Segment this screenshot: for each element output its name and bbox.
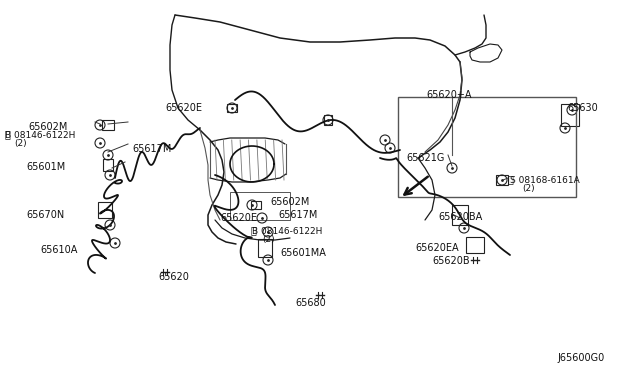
Text: 65630: 65630	[567, 103, 598, 113]
Text: 65670N: 65670N	[26, 210, 64, 220]
Bar	[251, 201, 261, 209]
Bar	[258, 239, 272, 257]
Text: 65620+A: 65620+A	[426, 90, 472, 100]
Text: S 08168-6161A: S 08168-6161A	[510, 176, 580, 185]
Text: 65620EA: 65620EA	[415, 243, 459, 253]
Text: 65602M: 65602M	[28, 122, 67, 132]
Text: J65600G0: J65600G0	[557, 353, 604, 363]
Bar	[98, 202, 112, 218]
Text: Ⓑ: Ⓑ	[5, 129, 11, 139]
Bar	[103, 159, 113, 171]
Text: 65617M: 65617M	[132, 144, 172, 154]
Bar	[227, 104, 237, 112]
Text: 65620E: 65620E	[165, 103, 202, 113]
Text: 65620B: 65620B	[432, 256, 470, 266]
Bar	[230, 192, 290, 220]
Text: 65617M: 65617M	[278, 210, 317, 220]
Text: 65621G: 65621G	[406, 153, 444, 163]
Bar	[466, 237, 484, 253]
Bar	[561, 104, 579, 126]
Text: B 08146-6122H: B 08146-6122H	[5, 131, 76, 140]
Text: 65620: 65620	[158, 272, 189, 282]
Text: (2): (2)	[262, 235, 275, 244]
Bar	[452, 205, 468, 225]
Text: 65602M: 65602M	[270, 197, 309, 207]
Bar	[324, 115, 332, 125]
Text: 65610A: 65610A	[40, 245, 77, 255]
Text: Ⓢ: Ⓢ	[508, 174, 514, 184]
Text: Ⓑ: Ⓑ	[251, 225, 257, 235]
Text: 65680: 65680	[295, 298, 326, 308]
Bar	[496, 175, 508, 185]
Text: 65620E: 65620E	[220, 213, 257, 223]
Bar	[102, 120, 114, 130]
Bar	[398, 97, 576, 197]
Text: B 08146-6122H: B 08146-6122H	[252, 227, 323, 236]
Text: 65601M: 65601M	[26, 162, 65, 172]
Text: 65620BA: 65620BA	[438, 212, 483, 222]
Text: (2): (2)	[14, 139, 27, 148]
Text: (2): (2)	[522, 184, 534, 193]
Text: 65601MA: 65601MA	[280, 248, 326, 258]
